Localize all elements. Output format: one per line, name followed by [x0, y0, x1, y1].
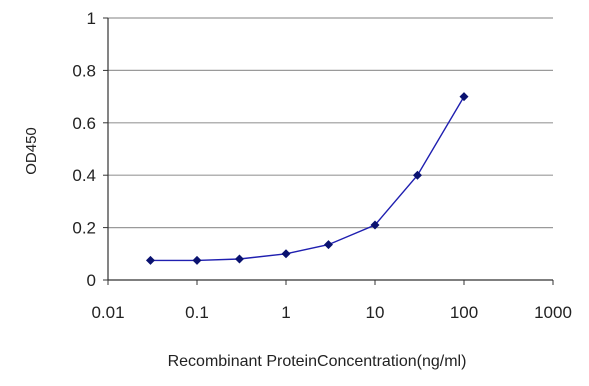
- y-tick-label: 1: [87, 9, 96, 28]
- y-tick-label: 0.4: [72, 166, 96, 185]
- x-tick-label: 100: [450, 303, 478, 322]
- data-point: [412, 170, 422, 180]
- y-tick-label: 0.8: [72, 61, 96, 80]
- x-tick-label: 1000: [534, 303, 572, 322]
- data-series: [145, 92, 469, 265]
- y-tick-labels: 0 0.2 0.4 0.6 0.8 1: [72, 9, 96, 290]
- x-axis-label: Recombinant ProteinConcentration(ng/ml): [168, 353, 467, 370]
- data-point: [459, 92, 469, 102]
- x-tick-label: 0.01: [91, 303, 124, 322]
- data-point: [234, 254, 244, 264]
- x-tick-label: 10: [366, 303, 385, 322]
- y-tick-label: 0.2: [72, 219, 96, 238]
- y-tick-label: 0.6: [72, 114, 96, 133]
- data-point: [145, 255, 155, 265]
- y-tick-label: 0: [87, 271, 96, 290]
- data-point: [281, 249, 291, 259]
- axes: [103, 17, 554, 285]
- series-line: [150, 96, 465, 262]
- x-tick-labels: 0.01 0.1 1 10 100 1000: [91, 303, 571, 322]
- data-point: [370, 220, 380, 230]
- data-point: [192, 255, 202, 265]
- x-tick-label: 0.1: [185, 303, 209, 322]
- y-axis-label: OD450: [23, 127, 40, 175]
- x-tick-label: 1: [281, 303, 290, 322]
- gridlines: [108, 17, 553, 229]
- data-point: [323, 240, 333, 250]
